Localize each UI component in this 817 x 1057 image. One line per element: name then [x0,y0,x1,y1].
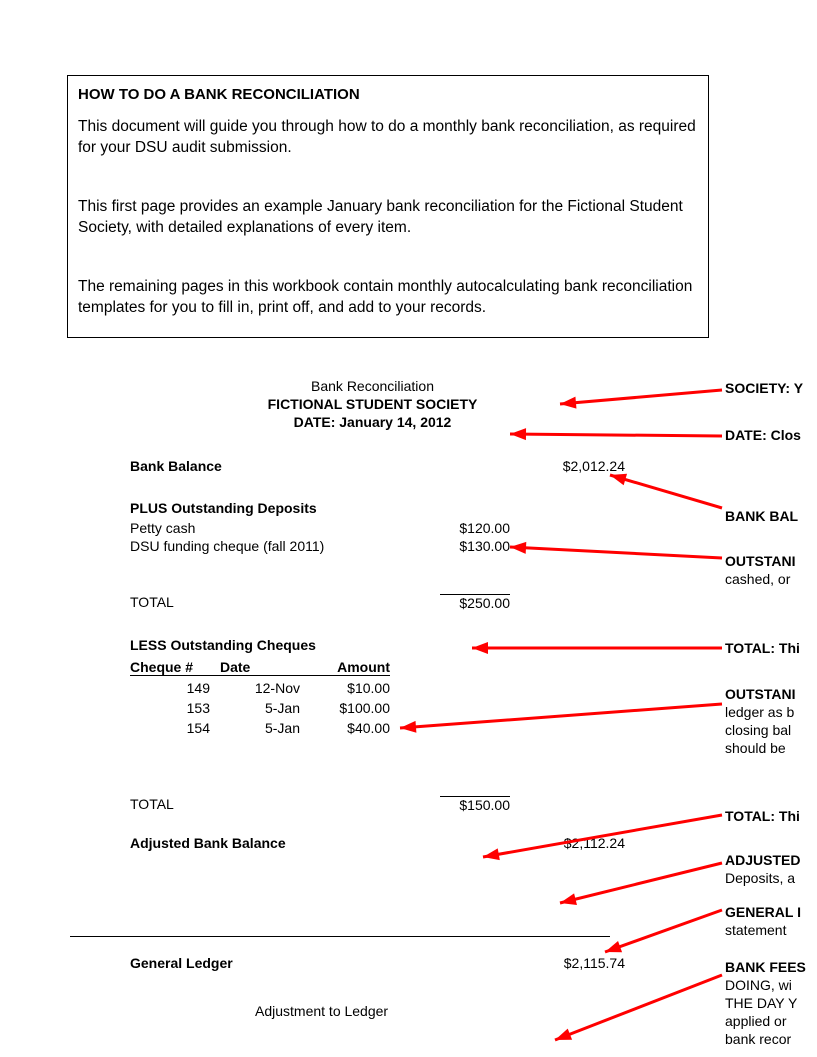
annotation-arrows [0,0,817,1057]
